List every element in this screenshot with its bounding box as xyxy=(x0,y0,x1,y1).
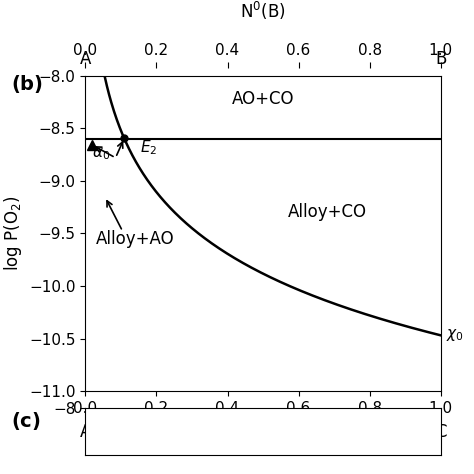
Text: C: C xyxy=(435,423,447,440)
Text: $\alpha_0$: $\alpha_0$ xyxy=(92,147,110,163)
Y-axis label: log P(O$_2$): log P(O$_2$) xyxy=(1,196,24,271)
Text: A: A xyxy=(80,423,91,440)
Text: $\bf{(b)}$: $\bf{(b)}$ xyxy=(10,73,43,95)
Text: $\bf{(c)}$: $\bf{(c)}$ xyxy=(10,410,40,432)
Text: Alloy+CO: Alloy+CO xyxy=(288,203,366,221)
Text: B: B xyxy=(435,50,447,68)
Text: Alloy+AO: Alloy+AO xyxy=(96,230,174,248)
X-axis label: N$^0$(B): N$^0$(B) xyxy=(240,0,286,22)
Text: AO+CO: AO+CO xyxy=(232,90,294,108)
X-axis label: N$^0$(C): N$^0$(C) xyxy=(240,421,286,444)
Text: $E_2$: $E_2$ xyxy=(140,138,158,156)
Text: $\chi_0$: $\chi_0$ xyxy=(446,328,464,343)
Text: A: A xyxy=(80,50,91,68)
